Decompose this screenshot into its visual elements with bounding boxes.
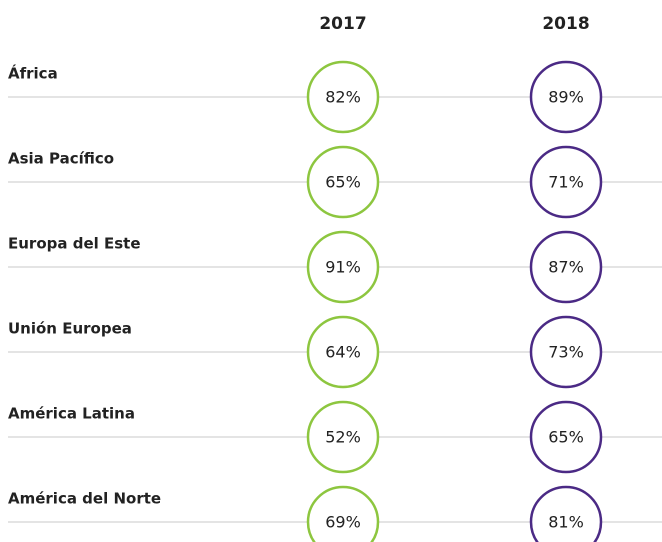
row-label: América del Norte: [8, 490, 161, 508]
value-label: 65%: [548, 428, 584, 447]
value-circle: [529, 145, 603, 219]
value-circle: [306, 145, 380, 219]
row-label: África: [8, 64, 58, 83]
row-label: Europa del Este: [8, 235, 141, 253]
column-header: 2017: [319, 14, 366, 34]
row-label: América Latina: [8, 405, 135, 423]
value-circle: [529, 230, 603, 304]
row-label: Unión Europea: [8, 320, 132, 338]
value-circle: [529, 485, 603, 542]
value-circle: [306, 60, 380, 134]
value-label: 69%: [325, 513, 361, 532]
value-label: 64%: [325, 343, 361, 362]
value-circle: [529, 60, 603, 134]
value-circle: [529, 400, 603, 474]
value-label: 87%: [548, 258, 584, 277]
value-label: 71%: [548, 173, 584, 192]
value-circle: [306, 400, 380, 474]
value-label: 73%: [548, 343, 584, 362]
value-label: 82%: [325, 88, 361, 107]
value-circle: [306, 485, 380, 542]
value-label: 89%: [548, 88, 584, 107]
value-circle: [306, 230, 380, 304]
value-label: 65%: [325, 173, 361, 192]
value-label: 52%: [325, 428, 361, 447]
row-label: Asia Pacífico: [8, 150, 114, 168]
value-label: 91%: [325, 258, 361, 277]
value-circle: [529, 315, 603, 389]
column-header: 2018: [542, 14, 589, 34]
value-label: 81%: [548, 513, 584, 532]
value-circle: [306, 315, 380, 389]
